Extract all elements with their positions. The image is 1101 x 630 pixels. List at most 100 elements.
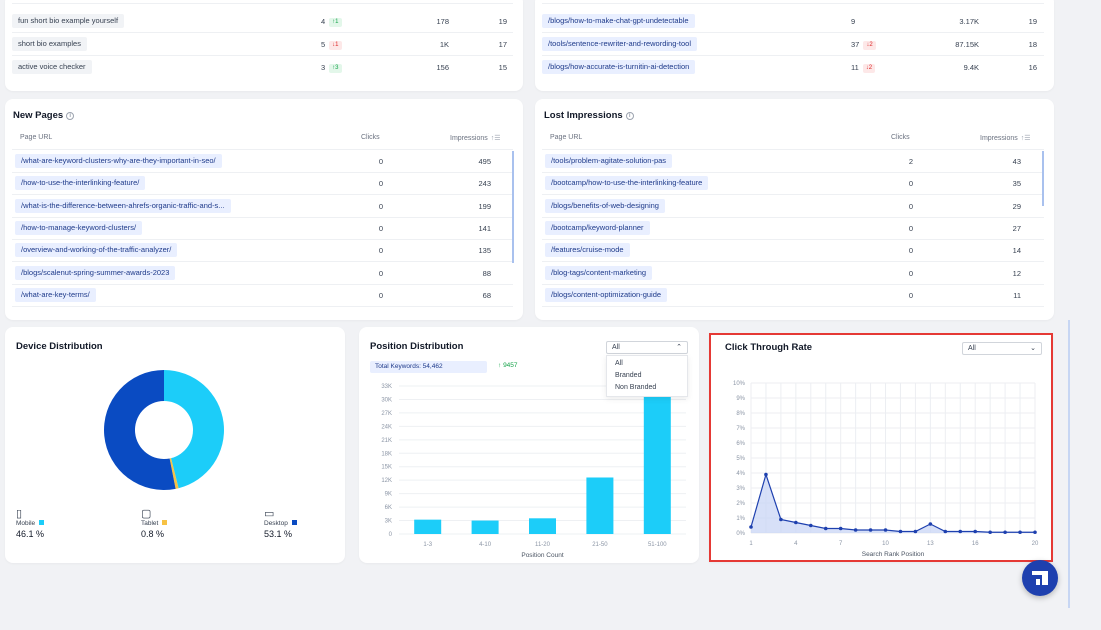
ctr-point[interactable]	[898, 529, 903, 534]
header-impressions[interactable]: Impressions ↑☰	[980, 135, 1031, 142]
header-clicks[interactable]: Clicks	[891, 134, 910, 141]
table-row-label[interactable]: /blogs/how-to-make-chat-gpt-undetectable	[542, 14, 695, 28]
ctr-point[interactable]	[958, 529, 963, 534]
page-url-link[interactable]: /what-is-the-difference-between-ahrefs-o…	[15, 198, 231, 213]
ctr-point[interactable]	[838, 526, 843, 531]
ctr-point[interactable]	[1033, 530, 1037, 535]
position-filter-menu: All Branded Non Branded	[606, 355, 688, 397]
sort-icon[interactable]: ↑☰	[1020, 135, 1031, 142]
menu-item-all[interactable]: All	[615, 360, 623, 367]
scrollbar[interactable]	[512, 151, 514, 263]
bar-51-100[interactable]	[643, 386, 671, 534]
page-url-link[interactable]: /blogs/content-optimization-guide	[545, 287, 668, 302]
ctr-point[interactable]	[973, 529, 978, 534]
scrollbar-thumb[interactable]	[512, 151, 514, 263]
chevron-down-icon: ⌄	[1030, 345, 1036, 352]
bar-11-20[interactable]	[529, 518, 556, 534]
menu-item-branded[interactable]: Branded	[615, 372, 642, 379]
ctr-point[interactable]	[764, 472, 768, 477]
page-url-link[interactable]: /how-to-manage-keyword-clusters/	[15, 220, 143, 235]
x-tick-label: 20	[1032, 541, 1039, 547]
bar-21-50[interactable]	[586, 477, 614, 534]
table-row-label[interactable]: /blogs/how-accurate-is-turnitin-ai-detec…	[542, 60, 696, 74]
ctr-point[interactable]	[853, 528, 858, 532]
info-icon[interactable]: i	[66, 112, 75, 120]
ctr-point[interactable]	[883, 528, 888, 532]
row-divider	[542, 305, 1044, 307]
ctr-point[interactable]	[868, 528, 873, 532]
total-keywords-delta: ↑ 9457	[498, 362, 518, 369]
info-icon[interactable]: i	[625, 112, 634, 120]
y-tick-label: 7%	[736, 426, 745, 432]
desktop-percent: 53.1 %	[264, 529, 293, 539]
page-url-link[interactable]: /blogs/scalenut-spring-summer-awards-202…	[15, 265, 176, 280]
impressions-cell: 29	[1012, 201, 1021, 211]
tablet-percent: 0.8 %	[141, 529, 165, 539]
position-filter-dropdown[interactable]: All ⌃	[606, 341, 688, 354]
position-change-badge: ↑1	[329, 18, 342, 27]
impressions-cell: 14	[1012, 246, 1021, 256]
ctr-point[interactable]	[779, 517, 783, 522]
bar-4-10[interactable]	[471, 520, 499, 534]
pie-slice-tablet[interactable]	[169, 458, 179, 489]
header-clicks[interactable]: Clicks	[361, 134, 380, 141]
page-url-link[interactable]: /tools/problem-agitate-solution-pas	[545, 154, 673, 168]
table-row-label[interactable]: short bio examples	[12, 37, 87, 51]
ctr-point[interactable]	[808, 523, 813, 528]
scrollbar[interactable]	[1042, 151, 1044, 206]
header-page-url: Page URL	[550, 134, 583, 141]
ctr-point[interactable]	[794, 520, 798, 525]
pie-slice-desktop[interactable]	[104, 370, 176, 490]
clicks-cell: 17	[498, 40, 507, 49]
page-url-link[interactable]: /what-are-keyword-clusters-why-are-they-…	[15, 154, 222, 168]
row-divider	[12, 261, 513, 263]
header-impressions[interactable]: Impressions ↑☰	[450, 135, 501, 142]
ctr-filter-dropdown[interactable]: All ⌄	[962, 342, 1042, 355]
page-url-link[interactable]: /what-are-key-terms/	[15, 287, 96, 302]
y-tick-label: 0	[389, 532, 393, 538]
table-row-label[interactable]: /tools/sentence-rewriter-and-rewording-t…	[542, 37, 697, 51]
ctr-point[interactable]	[913, 529, 918, 534]
page-url-link[interactable]: /overview-and-working-of-the-traffic-ana…	[15, 243, 178, 258]
clicks-cell: 0	[378, 201, 383, 211]
x-tick-label: 7	[839, 541, 843, 547]
row-divider	[12, 149, 513, 150]
ctr-point[interactable]	[1003, 530, 1007, 535]
x-tick-label: 13	[927, 541, 934, 547]
page-url-link[interactable]: /blogs/benefits-of-web-designing	[545, 198, 665, 213]
page-url-link[interactable]: /bootcamp/how-to-use-the-interlinking-fe…	[545, 176, 709, 191]
position-change-badge: ↓1	[329, 41, 342, 50]
impressions-cell: 87.15K	[955, 40, 979, 49]
brand-logo-icon	[1032, 571, 1048, 585]
page-url-link[interactable]: /features/cruise-mode	[545, 243, 630, 258]
ctr-point[interactable]	[928, 522, 933, 526]
ctr-point[interactable]	[1018, 530, 1022, 535]
ctr-point[interactable]	[943, 529, 948, 534]
page-url-link[interactable]: /blog-tags/content-marketing	[545, 265, 653, 280]
page-url-link[interactable]: /bootcamp/keyword-planner	[545, 220, 650, 235]
y-tick-label: 9K	[385, 492, 392, 498]
bar-1-3[interactable]	[414, 519, 442, 534]
menu-item-non-branded[interactable]: Non Branded	[615, 384, 657, 391]
ctr-point[interactable]	[749, 525, 753, 529]
help-chat-button[interactable]	[1022, 560, 1058, 596]
clicks-cell: 2	[908, 157, 913, 166]
page-url-link[interactable]: /how-to-use-the-interlinking-feature/	[15, 176, 146, 191]
row-divider	[12, 216, 513, 218]
page-scrollbar[interactable]	[1068, 320, 1070, 608]
clicks-cell: 19	[498, 17, 507, 26]
row-divider	[542, 172, 1044, 173]
table-row-label[interactable]: active voice checker	[12, 60, 92, 74]
impressions-cell: 43	[1012, 157, 1021, 166]
table-row-label[interactable]: fun short bio example yourself	[12, 14, 125, 28]
impressions-cell: 156	[436, 63, 449, 72]
ctr-point[interactable]	[988, 530, 992, 535]
y-tick-label: 1%	[736, 516, 745, 522]
sort-icon[interactable]: ↑☰	[490, 135, 501, 142]
pie-slice-mobile[interactable]	[164, 370, 225, 489]
scrollbar-thumb[interactable]	[1042, 151, 1044, 206]
clicks-cell: 0	[908, 201, 913, 211]
ctr-point[interactable]	[823, 526, 828, 531]
clicks-cell: 18	[1028, 40, 1037, 49]
row-divider	[12, 55, 513, 56]
